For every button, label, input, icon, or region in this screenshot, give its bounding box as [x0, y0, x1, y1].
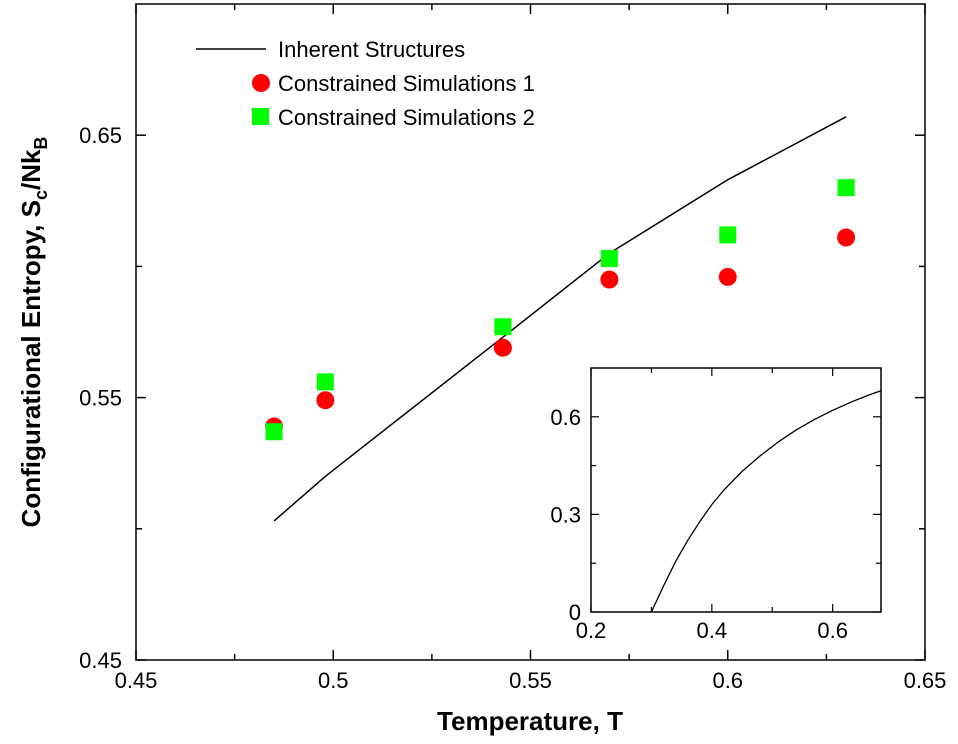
data-point-constrained-2 — [316, 373, 334, 391]
inset-x-tick-label: 0.6 — [817, 618, 848, 643]
inset-x-tick-label: 0.2 — [576, 618, 607, 643]
x-tick-label: 0.6 — [712, 668, 743, 693]
y-tick-label: 0.65 — [79, 123, 122, 148]
inset-y-tick-label: 0.3 — [550, 502, 581, 527]
inset-y-tick-label: 0 — [569, 600, 581, 625]
x-tick-label: 0.45 — [115, 668, 158, 693]
inset-series — [650, 390, 882, 613]
inset-y-tick-label: 0.6 — [550, 405, 581, 430]
x-tick-label: 0.65 — [904, 668, 947, 693]
y-axis-title-mid: /Nk — [16, 149, 46, 190]
inset-ticks: 0.2 0.4 0.6 0 0.3 0.6 — [550, 368, 881, 643]
x-axis-title: Temperature, T — [437, 706, 623, 736]
y-axis-title-sub-c: c — [31, 190, 51, 200]
data-point-constrained-1 — [837, 228, 856, 247]
data-point-constrained-1 — [493, 338, 512, 357]
y-axis-title-main: Configurational Entropy, S — [16, 200, 46, 527]
legend-square-marker — [252, 108, 269, 125]
legend-label-inherent: Inherent Structures — [278, 37, 465, 62]
y-tick-label: 0.45 — [79, 648, 122, 673]
data-point-constrained-1 — [600, 270, 619, 289]
series-line-inherent-structures — [273, 116, 847, 522]
inset-x-tick-label: 0.4 — [697, 618, 728, 643]
x-tick-label: 0.55 — [509, 668, 552, 693]
legend-label-constrained-2: Constrained Simulations 2 — [278, 105, 535, 130]
main-series — [265, 116, 856, 522]
x-tick-label: 0.5 — [318, 668, 349, 693]
data-point-constrained-1 — [316, 391, 335, 410]
data-point-constrained-2 — [837, 179, 855, 197]
y-axis-title-sub-b: B — [31, 137, 51, 150]
inset-frame — [590, 367, 882, 613]
legend: Inherent Structures Constrained Simulati… — [196, 37, 535, 130]
legend-circle-marker — [252, 74, 270, 92]
data-point-constrained-2 — [600, 250, 618, 268]
y-axis-title: Configurational Entropy, Sc/NkB — [16, 137, 51, 528]
data-point-constrained-1 — [718, 267, 737, 286]
data-point-constrained-2 — [719, 226, 737, 244]
data-point-constrained-2 — [494, 318, 512, 336]
inset-series-line — [650, 390, 882, 613]
legend-label-constrained-1: Constrained Simulations 1 — [278, 71, 535, 96]
main-ticks: 0.45 0.5 0.55 0.6 0.65 0.45 0.55 0.65 — [79, 4, 946, 693]
data-point-constrained-2 — [265, 423, 283, 441]
y-tick-label: 0.55 — [79, 386, 122, 411]
